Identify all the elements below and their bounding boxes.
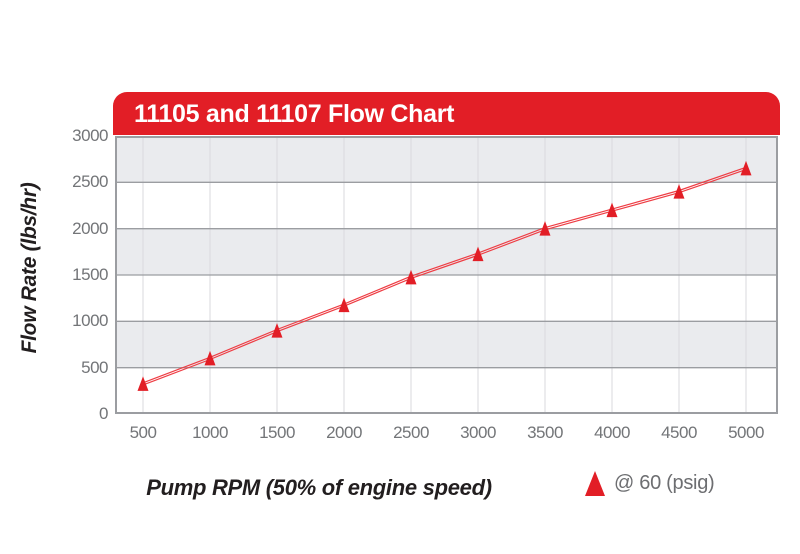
chart-title-banner: 11105 and 11107 Flow Chart	[113, 92, 780, 135]
y-tick-label: 1500	[72, 265, 108, 284]
chart-title: 11105 and 11107 Flow Chart	[134, 100, 455, 128]
data-point-marker	[271, 323, 283, 338]
plot-area	[115, 136, 778, 414]
data-point-marker	[204, 350, 216, 366]
x-tick-label: 2500	[393, 423, 429, 442]
y-tick-label: 0	[99, 404, 108, 423]
x-axis-title: Pump RPM (50% of engine speed)	[146, 475, 492, 500]
band-row	[115, 367, 778, 414]
x-tick-label: 3500	[527, 423, 563, 442]
data-point-marker	[539, 221, 551, 236]
data-point-marker	[740, 160, 752, 176]
data-point-marker	[405, 269, 417, 285]
plot-border	[115, 136, 778, 414]
band-row	[115, 228, 778, 275]
band-row	[115, 275, 778, 322]
x-tick-label: 1000	[192, 423, 228, 442]
band-row	[115, 136, 778, 183]
plot-svg	[115, 136, 778, 414]
y-tick-label: 2000	[72, 218, 108, 238]
band-row	[115, 321, 778, 368]
x-tick-label: 5000	[728, 423, 764, 442]
y-tick-label: 1000	[72, 311, 108, 331]
y-tick-label: 3000	[72, 126, 108, 145]
legend-label: @ 60 (psig)	[614, 472, 715, 494]
band-row	[115, 182, 778, 229]
data-point-marker	[606, 202, 618, 218]
data-point-marker	[137, 376, 149, 391]
x-tick-label: 4500	[661, 423, 697, 442]
y-axis-title: Flow Rate (lbs/hr)	[18, 182, 41, 354]
data-point-marker	[338, 297, 350, 313]
series-line	[142, 166, 747, 384]
x-tick-label: 500	[129, 423, 157, 442]
x-tick-label: 4000	[594, 423, 630, 442]
series-line	[142, 168, 747, 386]
x-tick-label: 3000	[460, 423, 496, 442]
data-point-marker	[673, 184, 685, 199]
y-tick-label: 2500	[72, 172, 108, 192]
x-tick-label: 2000	[326, 423, 362, 442]
data-point-marker	[472, 246, 484, 262]
legend: @ 60 (psig)	[584, 470, 715, 497]
legend-triangle-icon	[585, 471, 605, 496]
x-tick-label: 1500	[259, 423, 295, 442]
y-tick-label: 500	[81, 357, 108, 377]
